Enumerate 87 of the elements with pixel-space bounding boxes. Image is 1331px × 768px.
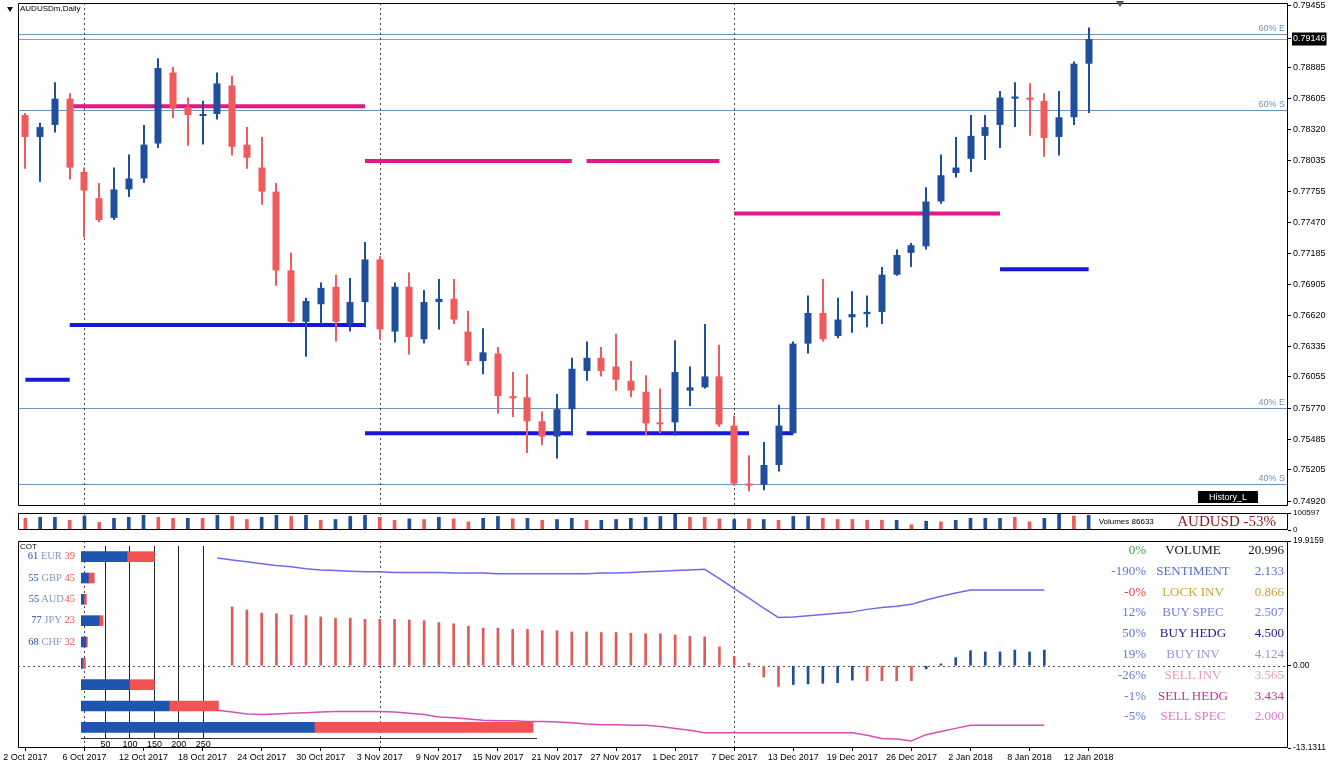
annotation: 19% bbox=[1122, 645, 1146, 661]
ref-line-label: 40% S bbox=[1258, 473, 1285, 484]
y-tick-label: 0.76905 bbox=[1293, 278, 1326, 289]
y-tick-label: 0.78885 bbox=[1293, 62, 1326, 72]
annotation: -5% bbox=[1124, 708, 1146, 724]
annotation: 2.133 bbox=[1254, 562, 1284, 578]
y-tick-label: 55 AUD45 bbox=[28, 593, 75, 605]
y-tick-label: 0.78605 bbox=[1293, 92, 1326, 103]
annotation: VOLUME bbox=[1165, 542, 1221, 557]
y-tick-label: 0.76055 bbox=[1293, 371, 1326, 382]
annotation: SELL HEDG bbox=[1158, 687, 1228, 703]
annotation: -1% bbox=[1124, 687, 1146, 703]
x-tick-label: 200 bbox=[171, 738, 187, 749]
y-tick-label: 0.78320 bbox=[1293, 123, 1326, 134]
ref-line-label: 40% E bbox=[1258, 397, 1285, 408]
annotation: 2.000 bbox=[1254, 708, 1284, 724]
x-tick-label: 13 Dec 2017 bbox=[767, 751, 819, 762]
x-tick-label: 19 Dec 2017 bbox=[826, 751, 878, 762]
x-tick-label: 7 Dec 2017 bbox=[711, 751, 758, 762]
annotation: BUY HEDG bbox=[1159, 625, 1227, 641]
y-tick-label: 0.75770 bbox=[1293, 402, 1326, 413]
x-tick-label: 12 Jan 2018 bbox=[1063, 751, 1114, 762]
x-tick-label: 9 Nov 2017 bbox=[415, 751, 462, 762]
y-tick-label: 0.78035 bbox=[1293, 154, 1326, 165]
annotation: BUY SPEC bbox=[1162, 604, 1224, 620]
x-tick-label: 26 Dec 2017 bbox=[885, 751, 937, 762]
y-tick-label: -13.1311 bbox=[1293, 742, 1327, 753]
x-tick-label: 24 Oct 2017 bbox=[237, 751, 287, 762]
y-tick-label: 0.76620 bbox=[1293, 309, 1326, 320]
y-tick-label: 0.77470 bbox=[1293, 216, 1326, 227]
x-tick-label: 6 Oct 2017 bbox=[62, 751, 107, 762]
annotation: 3.434 bbox=[1254, 687, 1284, 703]
chart-title: Volumes 86633 bbox=[1098, 516, 1155, 526]
y-tick-label: 0 bbox=[1293, 525, 1298, 535]
annotation: BUY INV bbox=[1166, 645, 1220, 661]
y-tick-label: 0.79146 bbox=[1293, 33, 1326, 44]
x-tick-label: 3 Nov 2017 bbox=[356, 751, 403, 762]
chart-title: COT bbox=[20, 542, 37, 552]
annotation: 50% bbox=[1122, 625, 1146, 641]
annotation: -0% bbox=[1124, 583, 1146, 599]
y-tick-label: 61 EUR 39 bbox=[27, 550, 75, 562]
annotation: AUDUSD -53% bbox=[1177, 513, 1276, 530]
annotation: SELL INV bbox=[1164, 666, 1222, 682]
annotation: 2.507 bbox=[1254, 604, 1284, 620]
chart-title: AUDUSDm,Daily bbox=[20, 4, 81, 14]
ref-line-label: 60% S bbox=[1258, 99, 1285, 110]
y-tick-label: 0.76335 bbox=[1293, 340, 1326, 351]
annotation: 4.500 bbox=[1254, 625, 1284, 641]
x-tick-label: 8 Jan 2018 bbox=[1007, 751, 1052, 762]
annotation: 12% bbox=[1122, 604, 1146, 620]
annotation: 4.124 bbox=[1254, 645, 1284, 661]
x-tick-label: 250 bbox=[195, 738, 211, 749]
annotation: 20.996 bbox=[1248, 542, 1284, 557]
y-tick-label: 55 GBP 45 bbox=[28, 571, 75, 583]
y-tick-label: 0.00 bbox=[1293, 660, 1310, 671]
x-tick-label: 100 bbox=[122, 738, 138, 749]
y-tick-label: 0.75205 bbox=[1293, 464, 1326, 475]
y-tick-label: 19.9159 bbox=[1293, 535, 1324, 546]
y-tick-label: 0.74920 bbox=[1293, 495, 1326, 506]
annotation: LOCK INV bbox=[1162, 583, 1224, 599]
x-tick-label: 27 Nov 2017 bbox=[590, 751, 642, 762]
x-tick-label: 150 bbox=[146, 738, 162, 749]
y-tick-label: 0.77185 bbox=[1293, 247, 1326, 258]
annotation: 3.565 bbox=[1254, 666, 1284, 682]
annotation: SELL SPEC bbox=[1160, 708, 1226, 724]
y-tick-label: 100597 bbox=[1293, 508, 1321, 518]
y-tick-label: 68 CHF 32 bbox=[28, 635, 75, 647]
annotation: 0% bbox=[1128, 542, 1146, 557]
x-tick-label: 15 Nov 2017 bbox=[472, 751, 524, 762]
x-tick-label: 12 Oct 2017 bbox=[119, 751, 169, 762]
x-tick-label: 1 Dec 2017 bbox=[652, 751, 699, 762]
x-tick-label: 18 Oct 2017 bbox=[178, 751, 228, 762]
x-tick-label: 30 Oct 2017 bbox=[296, 751, 346, 762]
y-tick-label: 0.75485 bbox=[1293, 433, 1326, 444]
x-tick-label: 21 Nov 2017 bbox=[531, 751, 583, 762]
annotation: -26% bbox=[1117, 666, 1146, 682]
x-tick-label: 2 Jan 2018 bbox=[948, 751, 993, 762]
annotation: SENTIMENT bbox=[1156, 562, 1230, 578]
y-tick-label: 0.77755 bbox=[1293, 185, 1326, 196]
annotation: -190% bbox=[1111, 562, 1146, 578]
x-tick-label: 2 Oct 2017 bbox=[3, 751, 48, 762]
annotation: 0.866 bbox=[1254, 583, 1284, 599]
ref-line-label: 60% E bbox=[1258, 23, 1285, 34]
y-tick-label: 0.79455 bbox=[1293, 0, 1326, 10]
annotation: History_L bbox=[1208, 491, 1247, 502]
x-tick-label: 50 bbox=[100, 738, 111, 749]
y-tick-label: 77 JPY 23 bbox=[31, 614, 75, 626]
